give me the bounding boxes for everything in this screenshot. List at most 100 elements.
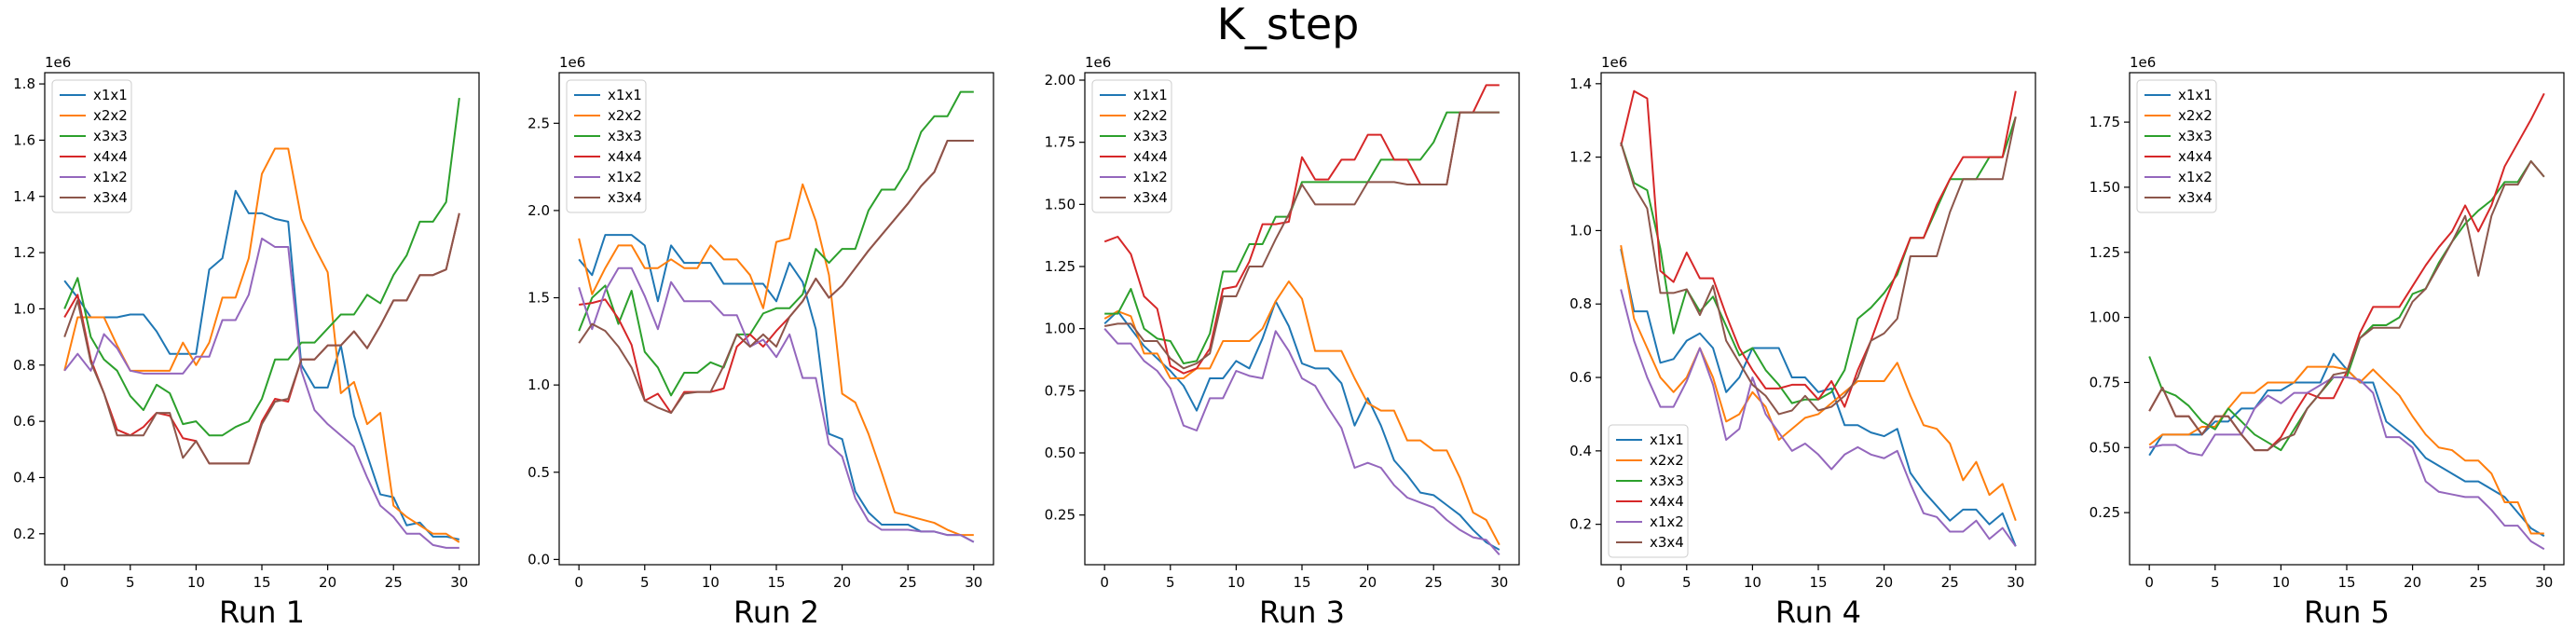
series-line-x2x2 <box>1620 245 2017 522</box>
x-tick-label: 25 <box>1425 574 1443 591</box>
x-tick-label: 5 <box>1166 574 1175 591</box>
y-tick-label: 0.25 <box>2090 504 2120 521</box>
legend-label-x3x4: x3x4 <box>93 189 128 206</box>
legend-label-x2x2: x2x2 <box>608 107 642 124</box>
legend-label-x4x4: x4x4 <box>1650 493 1684 510</box>
legend-label-x3x4: x3x4 <box>2178 189 2213 206</box>
legend-label-x3x3: x3x3 <box>1650 472 1684 489</box>
y-tick-label: 1.0 <box>13 300 35 317</box>
legend: x1x1 x2x2 x3x3 x4x4 x1x2 x3x4 <box>1608 424 1689 558</box>
y-tick-label: 2.5 <box>528 115 550 131</box>
panel-title: Run 4 <box>1775 595 1861 629</box>
legend-label-x3x3: x3x3 <box>2178 128 2213 144</box>
legend-label-x3x4: x3x4 <box>608 189 642 206</box>
x-tick-label: 20 <box>833 574 851 591</box>
legend-label-x3x3: x3x3 <box>93 128 128 144</box>
series-line-x1x2 <box>1103 328 1500 555</box>
x-tick-label: 0 <box>1616 574 1625 591</box>
series-line-x2x2 <box>1103 280 1500 546</box>
y-tick-label: 0.50 <box>1045 444 1076 461</box>
y-tick-label: 1.25 <box>1045 258 1076 275</box>
x-tick-label: 25 <box>1941 574 1959 591</box>
x-tick-label: 30 <box>965 574 982 591</box>
y-tick-label: 0.4 <box>1569 443 1592 459</box>
series-line-x1x2 <box>578 267 975 543</box>
y-tick-label: 2.00 <box>1045 72 1076 89</box>
x-tick-label: 30 <box>1490 574 1508 591</box>
legend-box <box>566 79 647 213</box>
y-tick-label: 1.2 <box>1569 149 1592 166</box>
y-tick-label: 1.4 <box>1569 75 1592 92</box>
legend-label-x2x2: x2x2 <box>2178 107 2213 124</box>
y-tick-label: 1.2 <box>13 244 35 261</box>
series-line-x2x2 <box>578 183 974 537</box>
legend-label-x3x3: x3x3 <box>608 128 642 144</box>
y-tick-label: 1.00 <box>1045 321 1076 337</box>
chart-panels: 0 5 10 15 20 25 30 0.2 0.4 0.6 0.8 1.0 1.2 1.4 1.6 1.8 1… <box>13 54 2565 629</box>
legend-label-x2x2: x2x2 <box>93 107 128 124</box>
legend-box <box>2136 79 2217 213</box>
x-tick-label: 20 <box>1359 574 1377 591</box>
x-tick-label: 20 <box>319 574 336 591</box>
legend-label-x4x4: x4x4 <box>2178 148 2213 165</box>
series-line-x1x1 <box>63 189 460 540</box>
x-tick-label: 0 <box>60 574 69 591</box>
x-tick-label: 25 <box>2470 574 2487 591</box>
y-tick-label: 0.75 <box>2090 374 2120 390</box>
series-line-x4x4 <box>1620 89 2017 408</box>
legend-label-x4x4: x4x4 <box>1133 148 1168 165</box>
y-tick-label: 1.75 <box>1045 134 1076 151</box>
series-line-x1x2 <box>63 238 459 549</box>
x-tick-label: 10 <box>1744 574 1761 591</box>
series-line-x3x3 <box>578 90 974 397</box>
legend-label-x1x2: x1x2 <box>608 169 642 185</box>
y-tick-label: 0.6 <box>1569 369 1592 386</box>
series-line-x3x4 <box>63 212 460 465</box>
x-tick-label: 20 <box>1875 574 1893 591</box>
legend: x1x1 x2x2 x3x3 x4x4 x1x2 x3x4 <box>566 79 647 213</box>
y-tick-label: 0.4 <box>13 469 35 485</box>
legend-box <box>1608 424 1689 558</box>
series-line-x1x2 <box>2148 376 2545 551</box>
y-tick-label: 1.50 <box>1045 196 1076 212</box>
x-tick-label: 10 <box>187 574 205 591</box>
legend-label-x1x2: x1x2 <box>1650 513 1684 530</box>
x-tick-label: 30 <box>450 574 468 591</box>
series-line-x3x3 <box>63 98 460 437</box>
x-tick-label: 10 <box>702 574 719 591</box>
x-tick-label: 5 <box>2211 574 2220 591</box>
panel-title: Run 5 <box>2304 595 2390 629</box>
y-tick-label: 0.50 <box>2090 439 2120 456</box>
legend-label-x4x4: x4x4 <box>93 148 128 165</box>
series-line-x3x4 <box>578 140 974 415</box>
y-offset-label: 1e6 <box>1085 54 1111 71</box>
panel-title: Run 1 <box>219 595 305 629</box>
x-tick-label: 15 <box>767 574 785 591</box>
y-tick-label: 1.6 <box>13 131 35 148</box>
legend: x1x1 x2x2 x3x3 x4x4 x1x2 x3x4 <box>1091 79 1172 213</box>
y-tick-label: 1.75 <box>2090 114 2120 130</box>
chart-run-5: 0 5 10 15 20 25 30 0.25 0.50 0.75 1.00 1.25 1.50 1.75… <box>2090 54 2565 629</box>
y-offset-label: 1e6 <box>559 54 585 71</box>
y-tick-label: 1.0 <box>1569 222 1592 239</box>
y-tick-label: 0.75 <box>1045 382 1076 399</box>
y-tick-label: 0.5 <box>528 464 550 481</box>
y-tick-label: 1.8 <box>13 75 35 92</box>
y-tick-label: 1.50 <box>2090 179 2120 196</box>
y-tick-label: 2.0 <box>528 202 550 219</box>
legend: x1x1 x2x2 x3x3 x4x4 x1x2 x3x4 <box>2136 79 2217 213</box>
x-tick-label: 0 <box>574 574 583 591</box>
y-tick-label: 1.25 <box>2090 244 2120 261</box>
y-tick-label: 1.00 <box>2090 309 2120 326</box>
series-line-x3x3 <box>1104 111 1500 364</box>
legend-box <box>1091 79 1172 213</box>
y-offset-label: 1e6 <box>2130 54 2156 71</box>
y-tick-label: 0.2 <box>1569 516 1592 533</box>
x-tick-label: 10 <box>1227 574 1245 591</box>
series-line-x3x4 <box>1103 111 1500 370</box>
legend-label-x1x1: x1x1 <box>2178 87 2213 103</box>
chart-run-3: 0 5 10 15 20 25 30 0.25 0.50 0.75 1.00 1.25 1.50 1.75… <box>1045 54 1520 629</box>
x-tick-label: 5 <box>1682 574 1692 591</box>
y-tick-label: 1.0 <box>528 376 550 393</box>
x-tick-label: 30 <box>2535 574 2553 591</box>
